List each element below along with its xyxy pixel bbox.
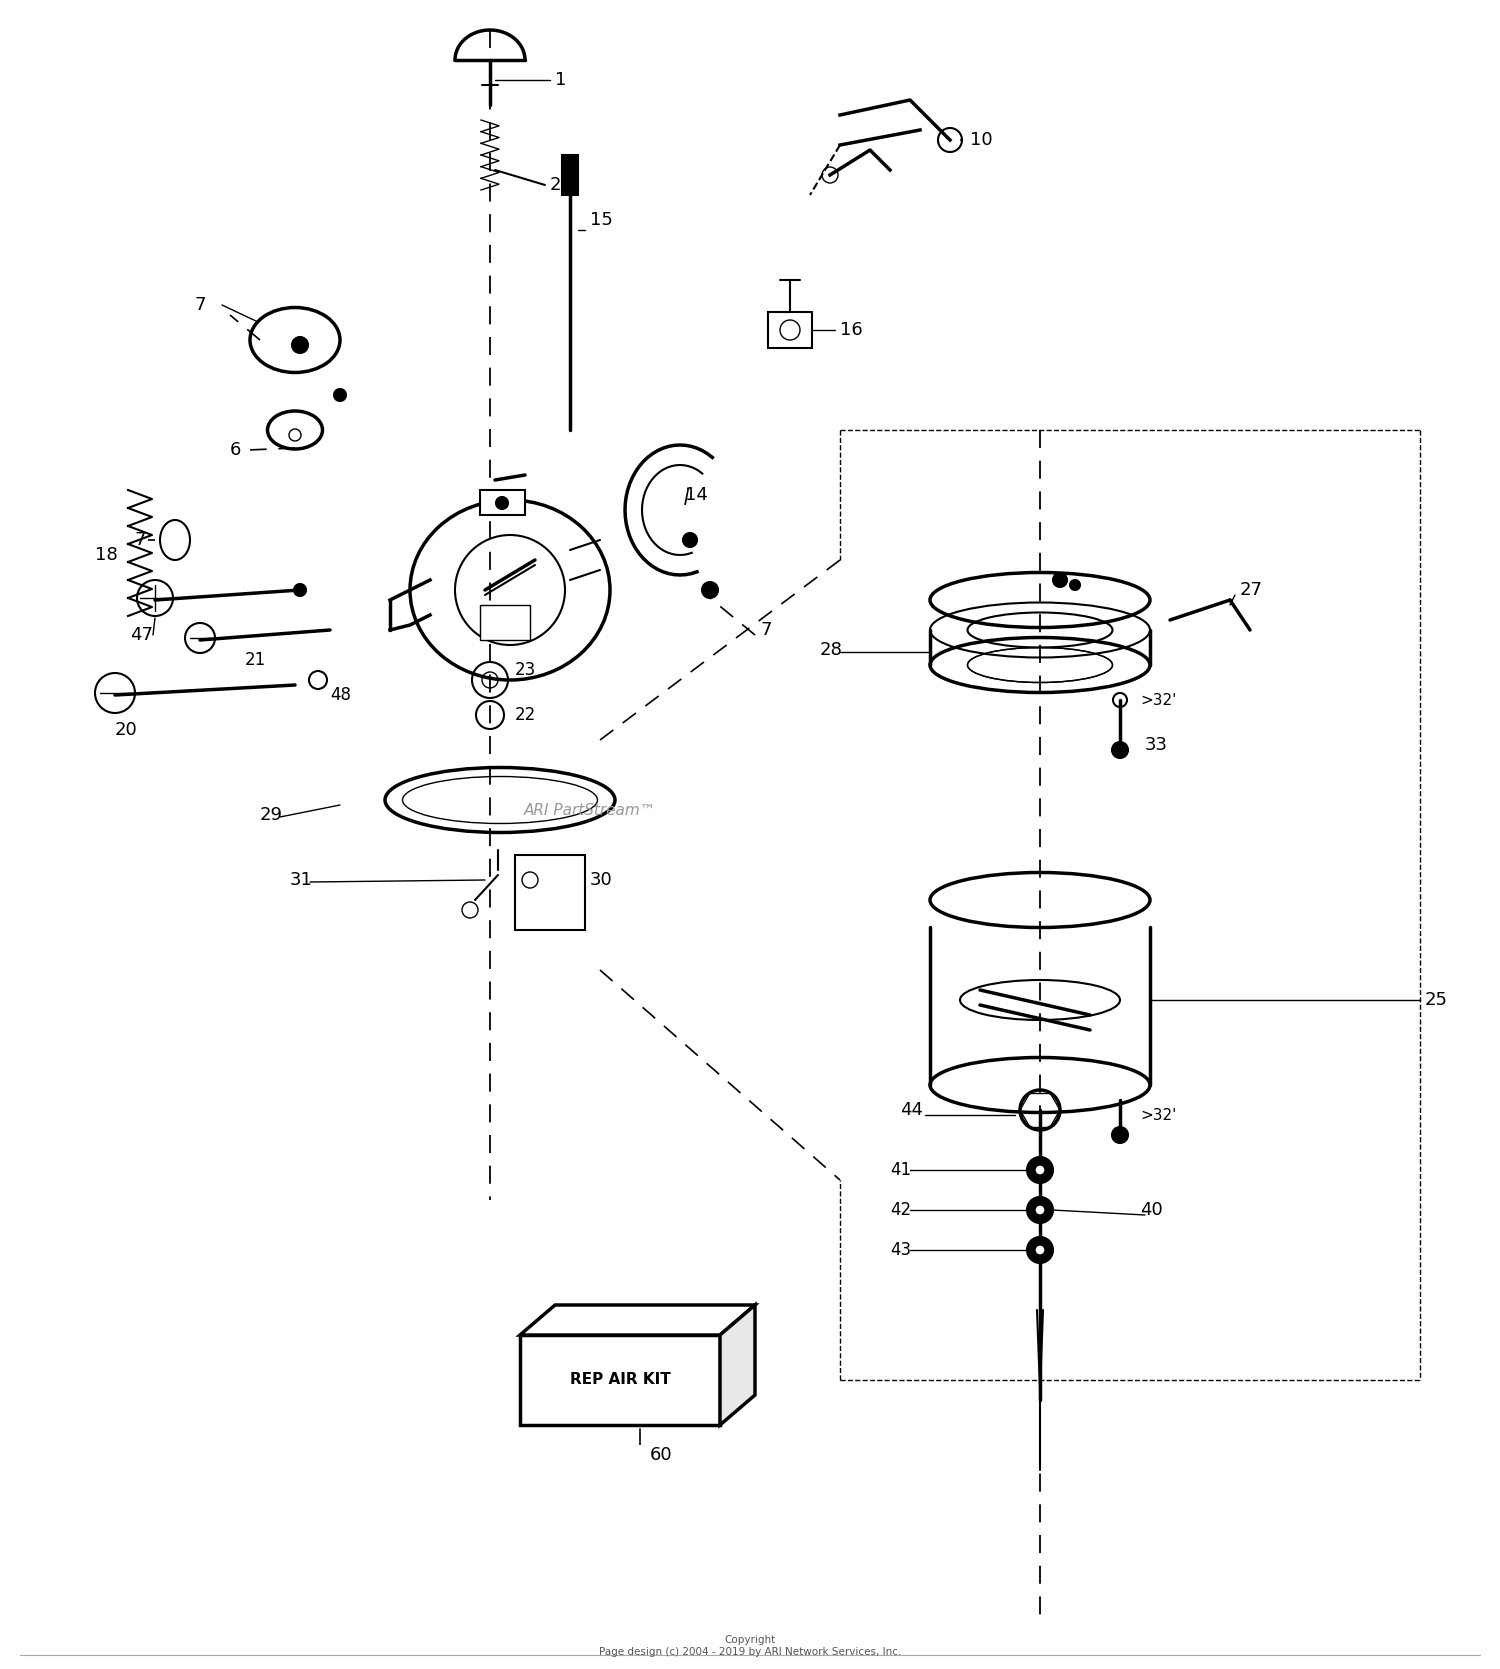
Text: >32': >32'	[1140, 693, 1176, 708]
Text: 15: 15	[590, 210, 613, 229]
Polygon shape	[720, 1305, 754, 1425]
Circle shape	[1112, 743, 1128, 758]
Text: 60: 60	[650, 1445, 672, 1464]
Text: ARI PartStream™: ARI PartStream™	[524, 803, 656, 818]
Text: 44: 44	[900, 1102, 922, 1118]
Text: 47: 47	[130, 626, 153, 644]
Text: 22: 22	[514, 706, 537, 724]
Circle shape	[682, 532, 698, 547]
Bar	[562, 155, 578, 195]
Bar	[480, 491, 525, 516]
Text: 48: 48	[330, 686, 351, 704]
Circle shape	[1035, 1205, 1046, 1215]
Text: 7: 7	[760, 621, 771, 639]
Circle shape	[294, 584, 306, 596]
Text: 18: 18	[94, 546, 117, 564]
Circle shape	[496, 497, 508, 509]
Text: 27: 27	[1240, 581, 1263, 599]
Circle shape	[1028, 1197, 1053, 1223]
Text: 31: 31	[290, 871, 314, 890]
Text: 6: 6	[230, 441, 242, 459]
Text: 23: 23	[514, 661, 537, 679]
Circle shape	[1028, 1157, 1053, 1183]
Text: Copyright
Page design (c) 2004 - 2019 by ARI Network Services, Inc.: Copyright Page design (c) 2004 - 2019 by…	[598, 1636, 902, 1657]
Text: >32': >32'	[1140, 1108, 1176, 1123]
Text: 28: 28	[821, 641, 843, 659]
Polygon shape	[520, 1305, 754, 1335]
Text: 14: 14	[686, 486, 708, 504]
Text: 33: 33	[1144, 736, 1168, 754]
Circle shape	[1070, 581, 1080, 591]
Text: 25: 25	[1425, 991, 1448, 1010]
Circle shape	[702, 582, 718, 598]
Text: 41: 41	[890, 1162, 910, 1178]
Circle shape	[1035, 1165, 1046, 1175]
Text: 30: 30	[590, 871, 612, 890]
Text: REP AIR KIT: REP AIR KIT	[570, 1372, 670, 1387]
Text: 16: 16	[840, 320, 862, 339]
Text: 40: 40	[1140, 1202, 1162, 1218]
Text: 29: 29	[260, 806, 284, 824]
Bar	[520, 1335, 720, 1425]
Circle shape	[1028, 1237, 1053, 1263]
Text: 7: 7	[195, 295, 207, 314]
Circle shape	[292, 337, 308, 354]
Text: 20: 20	[116, 721, 138, 739]
Text: 10: 10	[970, 130, 993, 149]
Circle shape	[334, 389, 346, 401]
Bar	[514, 855, 585, 930]
Text: 21: 21	[244, 651, 267, 669]
Text: 2: 2	[550, 175, 561, 194]
Text: 43: 43	[890, 1242, 910, 1258]
Circle shape	[1053, 572, 1066, 587]
Text: 7: 7	[135, 531, 147, 549]
Bar	[768, 312, 812, 349]
Text: 1: 1	[555, 72, 567, 88]
Circle shape	[1035, 1245, 1046, 1255]
Text: 42: 42	[890, 1202, 910, 1218]
Bar	[480, 604, 530, 639]
Circle shape	[1112, 1127, 1128, 1143]
